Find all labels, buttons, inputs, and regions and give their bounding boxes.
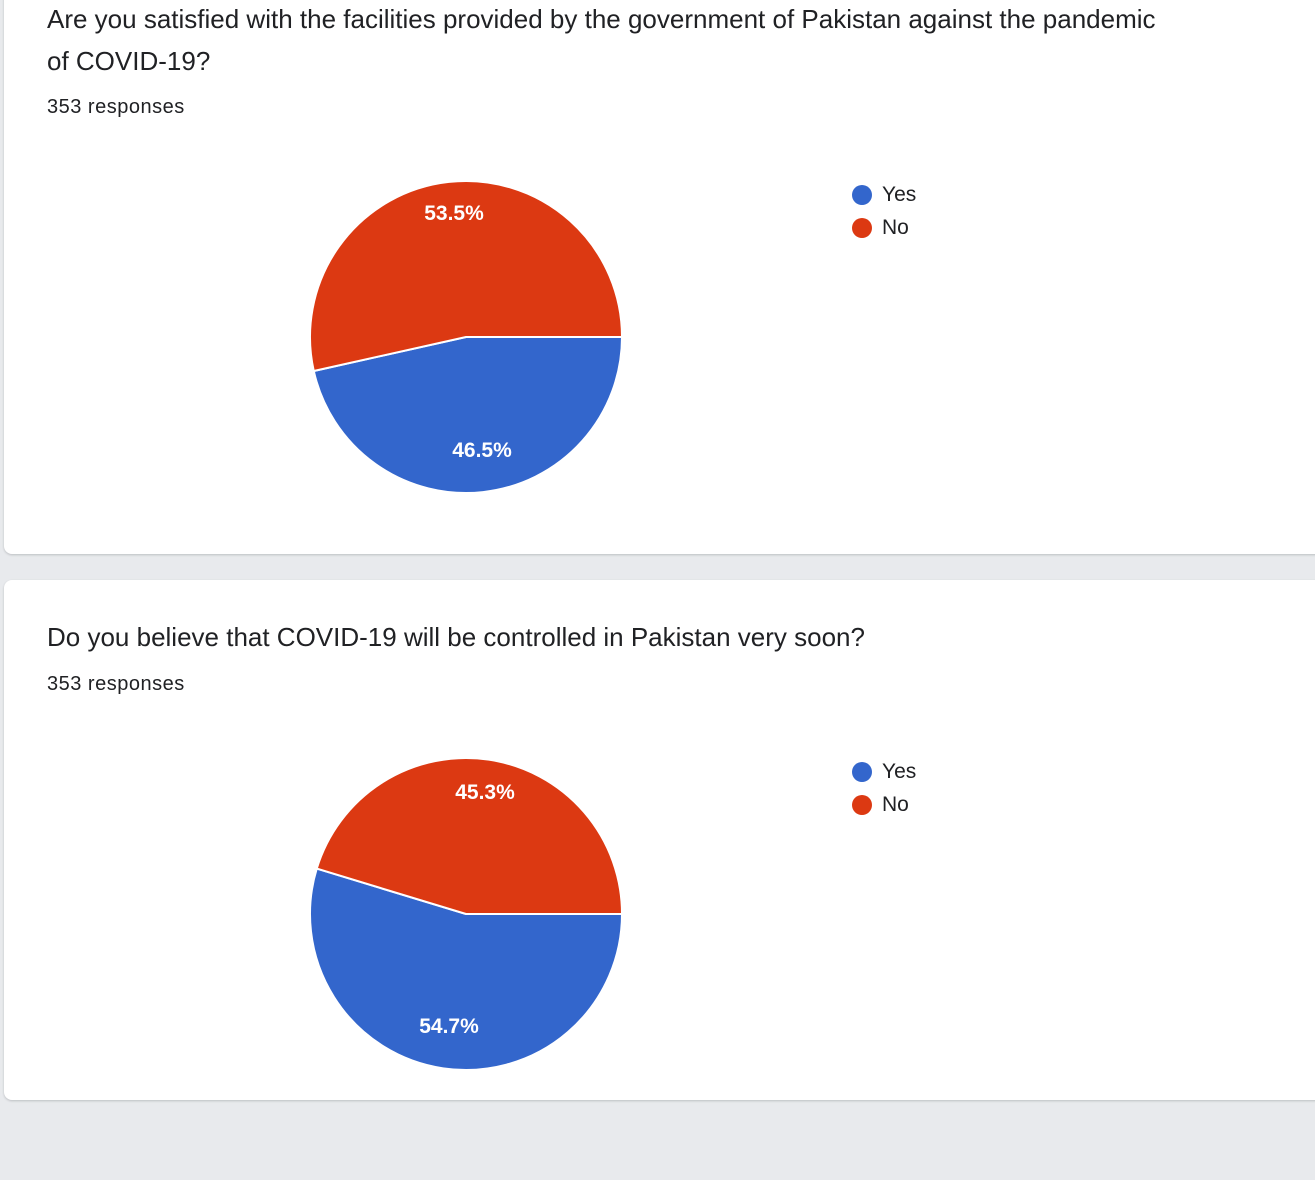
question-card: Do you believe that COVID-19 will be con… <box>4 580 1315 1100</box>
legend-item-no[interactable]: No <box>852 211 916 244</box>
question-title: Do you believe that COVID-19 will be con… <box>47 622 865 652</box>
pie-chart: 46.5% 53.5% <box>309 180 624 494</box>
pie-chart: 54.7% 45.3% <box>309 757 624 1071</box>
legend-label: Yes <box>882 182 917 206</box>
slice-label: 53.5% <box>424 202 484 225</box>
pie-slice-no[interactable] <box>309 180 624 373</box>
pie-slice-yes[interactable] <box>312 336 624 494</box>
pie-slice-yes[interactable] <box>309 867 624 1071</box>
legend-item-yes[interactable]: Yes <box>852 178 916 211</box>
chart-legend: Yes No <box>852 178 916 244</box>
legend-item-no[interactable]: No <box>852 788 916 821</box>
question-card: Are you satisfied with the facilities pr… <box>4 0 1315 554</box>
legend-item-yes[interactable]: Yes <box>852 755 916 788</box>
legend-label: Yes <box>882 759 917 783</box>
chart-legend: Yes No <box>852 755 916 821</box>
legend-swatch <box>852 184 872 205</box>
question-title: Are you satisfied with the facilities pr… <box>47 4 1156 76</box>
pie-slice-no[interactable] <box>315 757 624 915</box>
legend-swatch <box>852 761 872 782</box>
slice-label: 54.7% <box>419 1015 479 1038</box>
legend-label: No <box>882 792 909 816</box>
legend-swatch <box>852 794 872 815</box>
legend-swatch <box>852 217 872 238</box>
response-count: 353 responses <box>47 673 185 695</box>
response-count: 353 responses <box>47 96 185 118</box>
slice-label: 45.3% <box>455 781 515 804</box>
legend-label: No <box>882 215 909 239</box>
slice-label: 46.5% <box>452 439 512 462</box>
